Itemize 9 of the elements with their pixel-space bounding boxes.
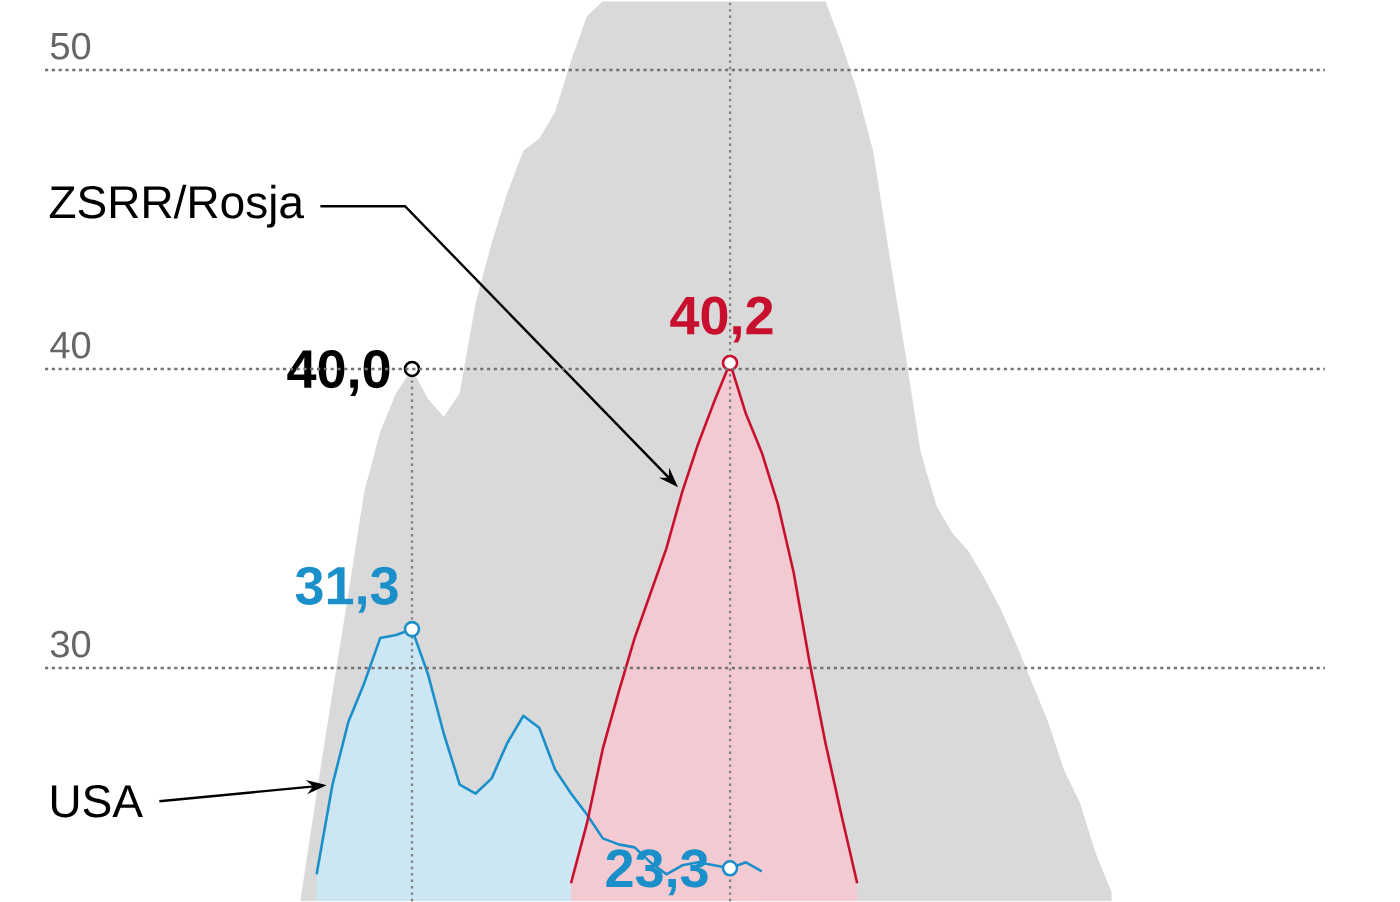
- text: USA: [51, 784, 143, 818]
- y-tick-label: 40: [50, 331, 91, 359]
- data-label: 23,3: [606, 849, 708, 896]
- data-label: 31,3: [295, 566, 398, 613]
- data-label: 40,0: [287, 349, 390, 396]
- text: ZSRR/Rosja: [49, 184, 304, 228]
- y-tick-label: 50: [50, 32, 91, 60]
- data-label: 40,2: [670, 296, 773, 343]
- y-tick-label: 30: [50, 630, 91, 658]
